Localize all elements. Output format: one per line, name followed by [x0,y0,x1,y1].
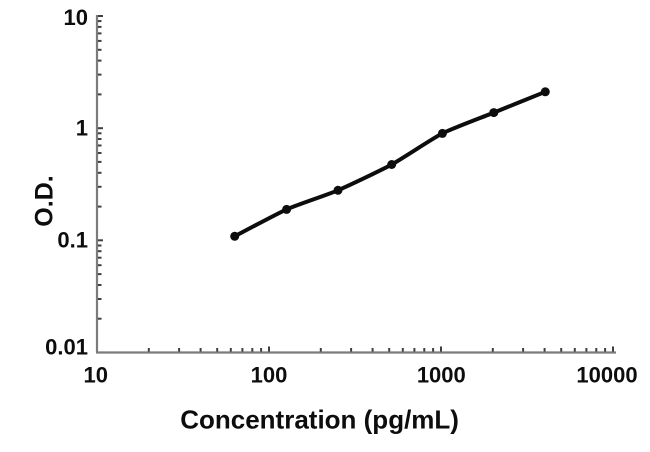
svg-text:Concentration (pg/mL): Concentration (pg/mL) [180,405,459,435]
svg-text:10: 10 [64,5,88,30]
svg-text:1000: 1000 [417,362,466,387]
svg-text:0.01: 0.01 [45,335,88,360]
svg-text:1: 1 [76,116,88,141]
svg-text:O.D.: O.D. [31,175,59,226]
svg-text:100: 100 [251,362,288,387]
svg-text:10000: 10000 [576,362,637,387]
svg-text:0.1: 0.1 [57,228,88,253]
svg-text:10: 10 [84,362,108,387]
